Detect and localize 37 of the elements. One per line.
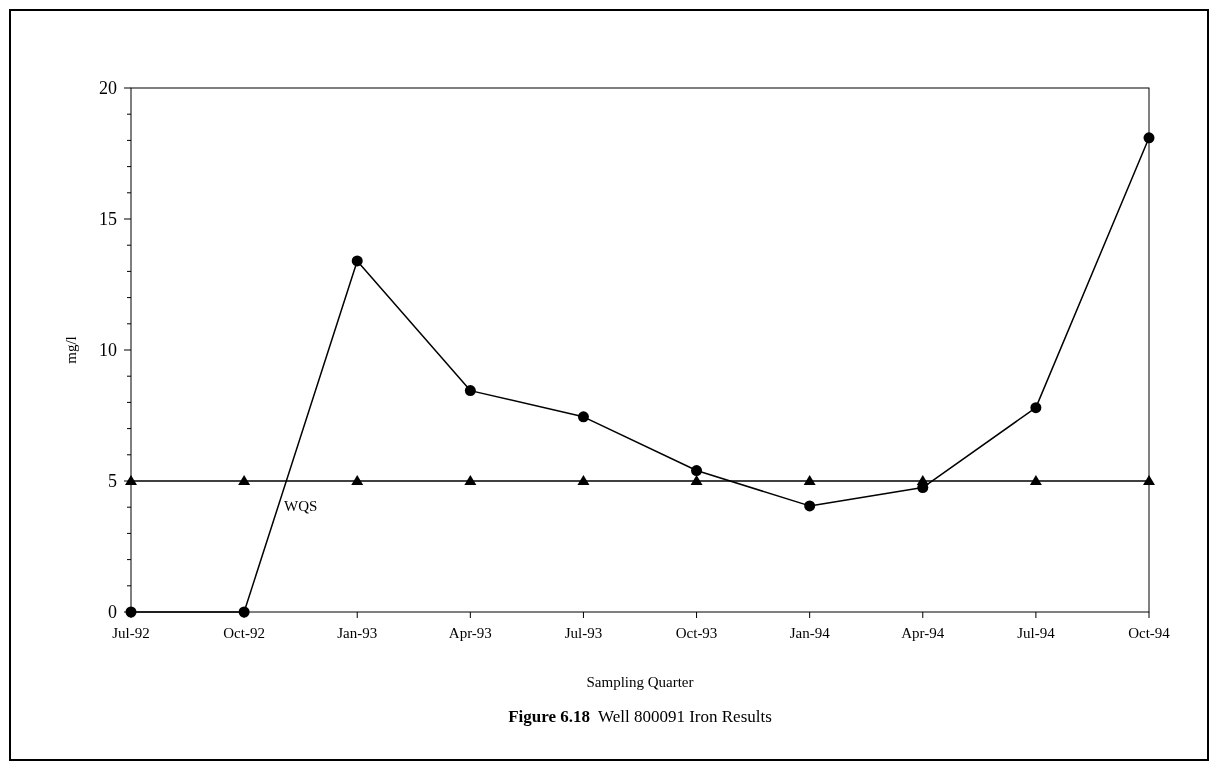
point (1143, 132, 1155, 144)
x-tick-label: Jul-93 (564, 625, 603, 641)
y-tick-label: 20 (99, 78, 117, 99)
x-tick-label: Jul-94 (1017, 625, 1056, 641)
x-tick-label: Apr-93 (448, 625, 492, 641)
point (238, 475, 251, 485)
text: Well 800091 Iron Results (598, 707, 772, 726)
x-tick-label: Oct-94 (1128, 625, 1171, 641)
x-tick-label: Jan-93 (337, 625, 378, 641)
y-tick-label: 5 (108, 471, 117, 492)
point (351, 475, 364, 485)
y-axis-title: mg/l (63, 336, 79, 364)
point (577, 475, 590, 485)
point (351, 255, 363, 267)
x-axis-title: Sampling Quarter (586, 674, 694, 690)
point (803, 475, 816, 485)
x-tick-label: Apr-94 (901, 625, 945, 641)
point (1030, 402, 1042, 414)
point (804, 500, 816, 512)
point (238, 606, 250, 618)
y-tick-label: 0 (108, 602, 117, 623)
point (1029, 475, 1042, 485)
x-tick-label: Jan-94 (789, 625, 831, 641)
point (691, 465, 703, 477)
y-tick-label: 15 (99, 209, 117, 230)
x-tick-label: Oct-93 (675, 625, 718, 641)
point (577, 411, 589, 423)
x-tick-label: Oct-92 (223, 625, 265, 641)
y-tick-label: 10 (99, 340, 117, 361)
x-tick-label: Jul-92 (112, 625, 150, 641)
point (464, 385, 476, 397)
point (690, 475, 703, 485)
point (464, 475, 477, 485)
text: Figure 6.18 (508, 707, 591, 726)
point (1143, 475, 1155, 485)
series-label: WQS (283, 498, 318, 514)
point (916, 475, 929, 485)
